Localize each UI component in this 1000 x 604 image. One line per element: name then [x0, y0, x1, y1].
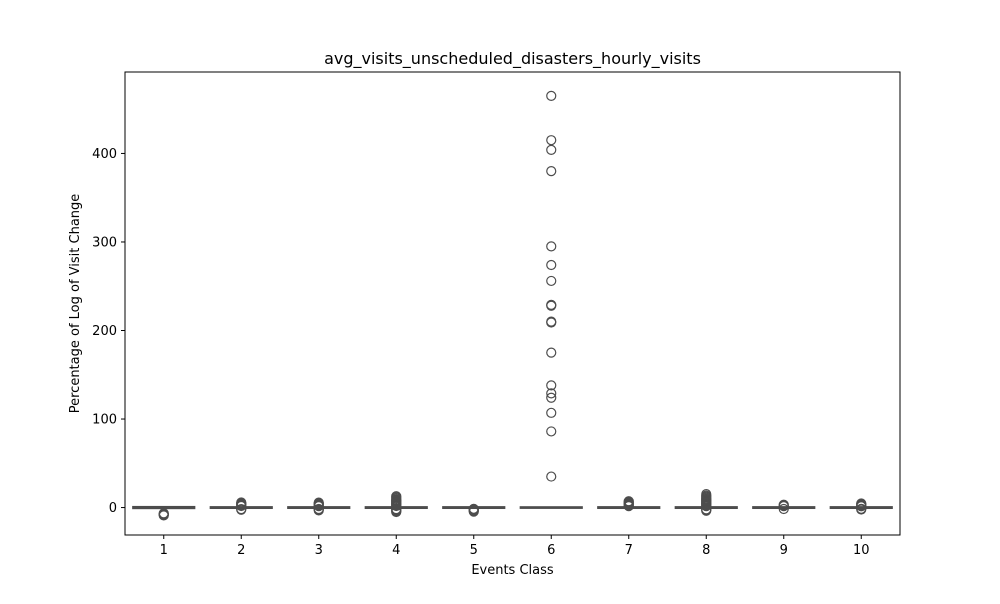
outlier-point-9-0 — [778, 503, 789, 515]
outlier-point-7-7 — [623, 496, 634, 507]
outlier-point-6-6 — [546, 347, 557, 358]
x-tick-label-9: 9 — [780, 543, 788, 558]
outlier-point-3-2 — [313, 503, 324, 515]
x-axis-title: Events Class — [471, 563, 554, 578]
y-axis-title: Percentage of Log of Visit Change — [68, 194, 83, 414]
outlier-point-5-4 — [468, 503, 479, 514]
y-tick-label-100: 100 — [92, 413, 117, 428]
outlier-point-6-8 — [546, 316, 557, 327]
x-tick-label-3: 3 — [315, 543, 323, 558]
x-tick-label-2: 2 — [237, 543, 245, 558]
box-group-9 — [752, 499, 816, 515]
box-group-6 — [519, 90, 583, 509]
outlier-point-6-11 — [546, 275, 557, 287]
x-tick-label-1: 1 — [160, 543, 168, 558]
y-tick-label-300: 300 — [92, 235, 117, 250]
box-group-3 — [287, 497, 351, 516]
outlier-point-8-17 — [701, 489, 712, 500]
outlier-point-6-4 — [546, 388, 557, 399]
outlier-point-6-16 — [546, 135, 557, 146]
box-group-7 — [597, 496, 661, 512]
box-group-4 — [364, 491, 428, 518]
outlier-point-6-12 — [546, 259, 557, 271]
x-tick-label-7: 7 — [625, 543, 633, 558]
plot-layer — [132, 90, 893, 521]
outlier-point-10-1 — [856, 503, 867, 514]
plot-frame — [124, 71, 901, 536]
outlier-point-6-1 — [546, 426, 557, 437]
outlier-point-6-5 — [546, 380, 557, 391]
outlier-point-6-17 — [546, 90, 557, 102]
x-axis: 1 2 3 4 5 6 7 8 9 10 — [160, 535, 870, 558]
x-tick-label-8: 8 — [702, 543, 710, 558]
outlier-point-6-2 — [546, 407, 557, 418]
x-tick-label-4: 4 — [392, 543, 400, 558]
x-tick-label-5: 5 — [470, 543, 478, 558]
x-tick-label-6: 6 — [547, 543, 555, 558]
outlier-point-6-13 — [546, 241, 557, 252]
box-group-1 — [132, 505, 196, 521]
outlier-point-3-8 — [313, 497, 324, 508]
box-group-10 — [829, 498, 893, 515]
outlier-point-1-4 — [158, 510, 169, 521]
box-group-2 — [209, 497, 273, 515]
outlier-point-9-3 — [778, 499, 789, 510]
outlier-point-6-3 — [546, 392, 557, 403]
outlier-point-4-17 — [391, 491, 402, 502]
x-tick-label-10: 10 — [853, 543, 870, 558]
y-tick-label-400: 400 — [92, 147, 117, 162]
box-group-8 — [674, 489, 738, 516]
box-group-5 — [442, 503, 506, 517]
y-axis: 0 100 200 300 400 — [92, 147, 125, 516]
outlier-point-2-7 — [236, 497, 247, 508]
outlier-point-6-0 — [546, 471, 557, 482]
outlier-point-6-10 — [546, 299, 557, 310]
y-tick-label-0: 0 — [109, 501, 117, 516]
outlier-point-10-6 — [856, 498, 867, 509]
outlier-point-6-14 — [546, 166, 557, 177]
outlier-point-6-15 — [546, 144, 557, 156]
outlier-point-2-1 — [236, 504, 247, 515]
y-tick-label-200: 200 — [92, 324, 117, 339]
chart-title: avg_visits_unscheduled_disasters_hourly_… — [324, 49, 701, 69]
